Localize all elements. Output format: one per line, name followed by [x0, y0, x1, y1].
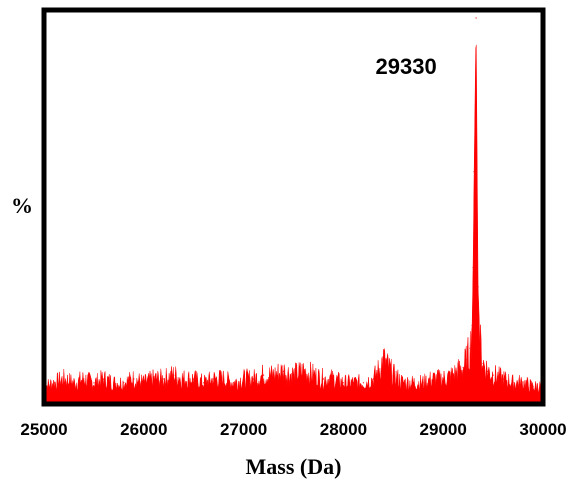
peak-annotation: 29330	[376, 54, 437, 79]
x-tick-label: 25000	[20, 420, 67, 439]
data-point	[387, 366, 389, 368]
data-point	[382, 359, 384, 361]
data-point	[93, 382, 95, 384]
data-point	[392, 374, 394, 376]
data-point	[103, 378, 105, 380]
data-point	[153, 378, 155, 380]
data-point	[432, 378, 434, 380]
data-point	[512, 382, 514, 384]
x-tick-label: 26000	[120, 420, 167, 439]
data-point	[193, 378, 195, 380]
data-point	[113, 382, 115, 384]
data-point	[183, 378, 185, 380]
data-point	[471, 324, 473, 326]
x-tick-label: 28000	[320, 420, 367, 439]
data-point	[372, 378, 374, 380]
data-point	[173, 374, 175, 376]
data-point	[253, 378, 255, 380]
data-point	[402, 382, 404, 384]
data-point	[479, 343, 481, 345]
data-point	[482, 363, 484, 365]
data-point	[73, 382, 75, 384]
data-point	[469, 347, 471, 349]
data-point	[233, 382, 235, 384]
data-point	[522, 382, 524, 384]
data-point	[282, 370, 285, 372]
data-point	[332, 378, 334, 380]
data-point	[472, 267, 474, 269]
data-point	[272, 374, 275, 376]
data-point	[452, 374, 454, 376]
y-axis-label: %	[11, 193, 33, 218]
plot-layer	[43, 17, 544, 403]
x-tick-labels: 25000 26000 27000 28000 29000 30000	[20, 420, 566, 439]
data-point	[263, 374, 265, 376]
data-point	[473, 171, 475, 173]
data-point	[502, 378, 504, 380]
data-point	[492, 374, 494, 376]
data-point	[123, 382, 125, 384]
data-point	[83, 378, 85, 380]
data-point	[143, 382, 145, 384]
series-0-area	[43, 44, 544, 403]
data-point	[462, 366, 464, 368]
data-point	[312, 374, 315, 376]
data-point	[422, 382, 424, 384]
x-tick-label: 29000	[420, 420, 467, 439]
data-point	[163, 378, 165, 380]
data-point	[203, 382, 205, 384]
x-axis-label: Mass (Da)	[246, 454, 342, 479]
data-point	[477, 286, 479, 288]
data-point	[532, 386, 534, 388]
data-point	[292, 374, 295, 376]
x-tick-label: 27000	[220, 420, 267, 439]
data-point	[342, 382, 344, 384]
data-point	[243, 378, 245, 380]
data-point	[302, 370, 305, 372]
data-point	[223, 378, 225, 380]
data-point	[322, 378, 324, 380]
data-point	[362, 382, 364, 384]
data-point	[475, 17, 477, 19]
data-point	[213, 378, 215, 380]
data-point	[377, 370, 379, 372]
data-point	[412, 382, 414, 384]
plot-frame	[41, 7, 546, 407]
data-point	[466, 359, 468, 361]
data-point	[63, 378, 65, 380]
data-point	[487, 370, 489, 372]
data-point	[442, 378, 444, 380]
data-point	[457, 370, 459, 372]
data-point	[53, 382, 55, 384]
data-point	[352, 382, 354, 384]
x-tick-label: 30000	[519, 420, 566, 439]
data-point	[133, 378, 135, 380]
